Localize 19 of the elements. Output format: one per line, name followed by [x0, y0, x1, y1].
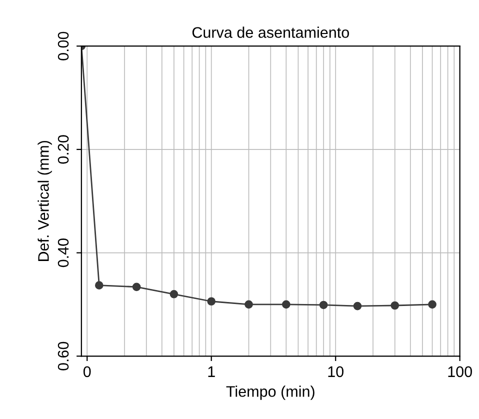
x-tick-label: 100 [448, 366, 472, 378]
y-tick-label: 0.40 [58, 238, 69, 268]
y-tick-label: 0.00 [58, 32, 69, 60]
point [282, 300, 290, 309]
x-axis-title: Tiempo (min) [226, 386, 314, 400]
x-tick-label: 10 [328, 366, 344, 378]
point [390, 301, 400, 310]
y-tick-label: 0.20 [58, 135, 69, 164]
point [244, 300, 253, 309]
y-tick-label: 0.60 [58, 342, 69, 370]
point [353, 302, 362, 310]
chart-title: Curva de asentamiento [192, 26, 349, 38]
x-tick-label: 0 [83, 366, 91, 378]
point [170, 290, 178, 298]
x-tick-label: 1 [208, 366, 215, 377]
point [207, 297, 216, 306]
y-axis-title: Def. Vertical (mm) [38, 140, 52, 261]
point [132, 282, 141, 292]
point [428, 300, 436, 309]
